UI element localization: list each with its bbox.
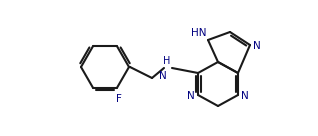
Text: H: H — [162, 56, 170, 66]
Text: F: F — [116, 94, 122, 104]
Text: N: N — [241, 91, 249, 101]
Text: N: N — [187, 91, 195, 101]
Text: HN: HN — [191, 28, 207, 38]
Text: N: N — [253, 41, 261, 51]
Text: N: N — [159, 71, 167, 81]
